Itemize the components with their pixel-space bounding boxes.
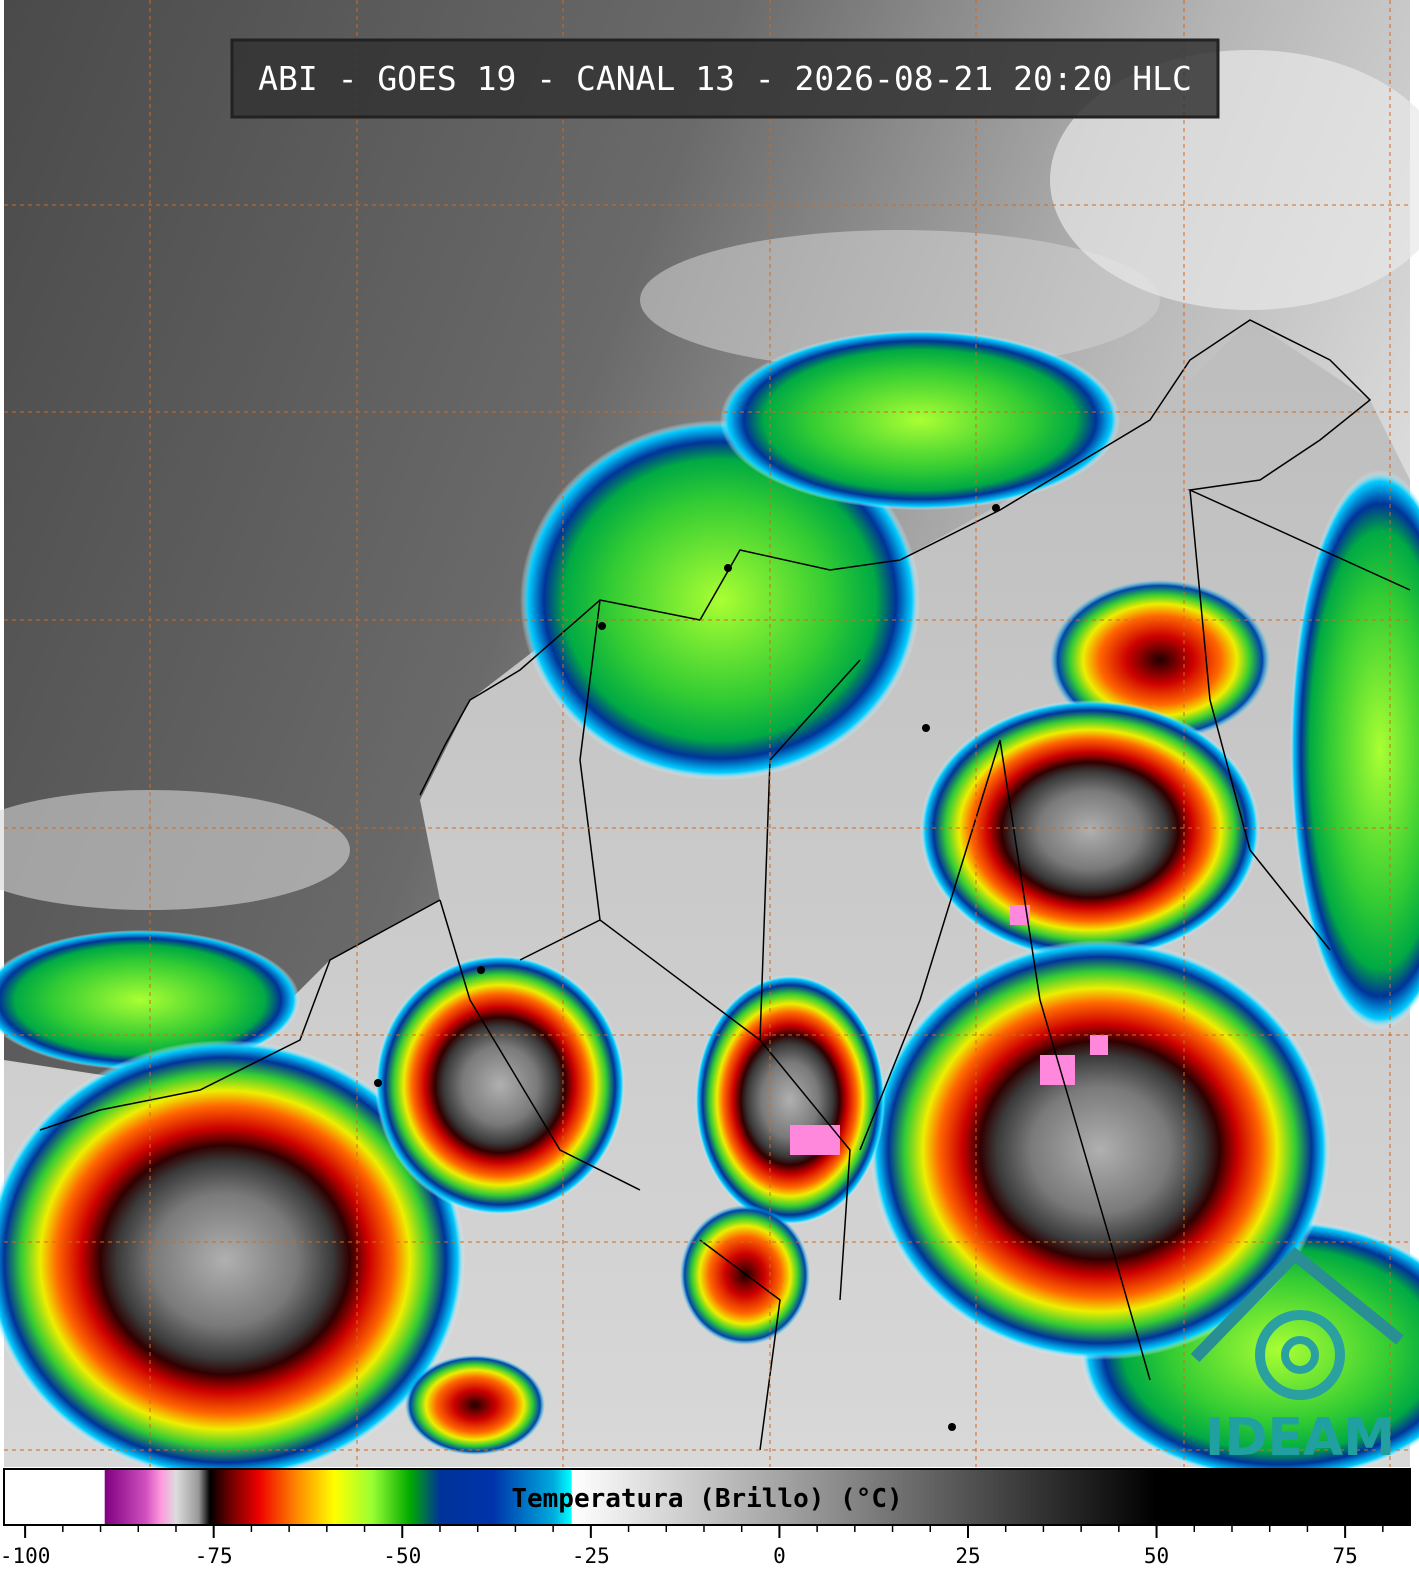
tick-label: 0	[773, 1544, 786, 1568]
colorbar	[3, 1468, 1411, 1526]
cloud-top	[720, 330, 1120, 510]
logo-swirl	[1255, 1310, 1345, 1400]
tick-label: 25	[955, 1544, 980, 1568]
logo-text: IDEAM	[1205, 1408, 1395, 1468]
storm	[870, 940, 1330, 1360]
logo: IDEAM	[1190, 1246, 1404, 1468]
storm	[680, 1205, 810, 1345]
storm	[920, 700, 1260, 960]
logo-roof	[1190, 1246, 1404, 1363]
cloud-top	[1290, 470, 1419, 1030]
tick-label: -100	[0, 1544, 50, 1568]
cloud	[0, 790, 350, 910]
tick-label: -75	[195, 1544, 233, 1568]
tick-label: -50	[383, 1544, 421, 1568]
logo-swirl	[1281, 1336, 1319, 1374]
title-box	[230, 38, 1220, 119]
storm	[405, 1355, 545, 1455]
storm	[375, 955, 625, 1215]
colorbar-label: Temperatura (Brillo) (°C)	[511, 1484, 902, 1514]
storm	[0, 1040, 465, 1480]
storm	[695, 975, 885, 1225]
tick-label: 75	[1332, 1544, 1357, 1568]
tick-label: -25	[572, 1544, 610, 1568]
cloud-top	[520, 420, 920, 780]
tick-label: 50	[1144, 1544, 1169, 1568]
coldest-tops	[790, 905, 1108, 1155]
title: ABI - GOES 19 - CANAL 13 - 2026-08-21 20…	[258, 59, 1192, 98]
cities	[374, 504, 1000, 1431]
